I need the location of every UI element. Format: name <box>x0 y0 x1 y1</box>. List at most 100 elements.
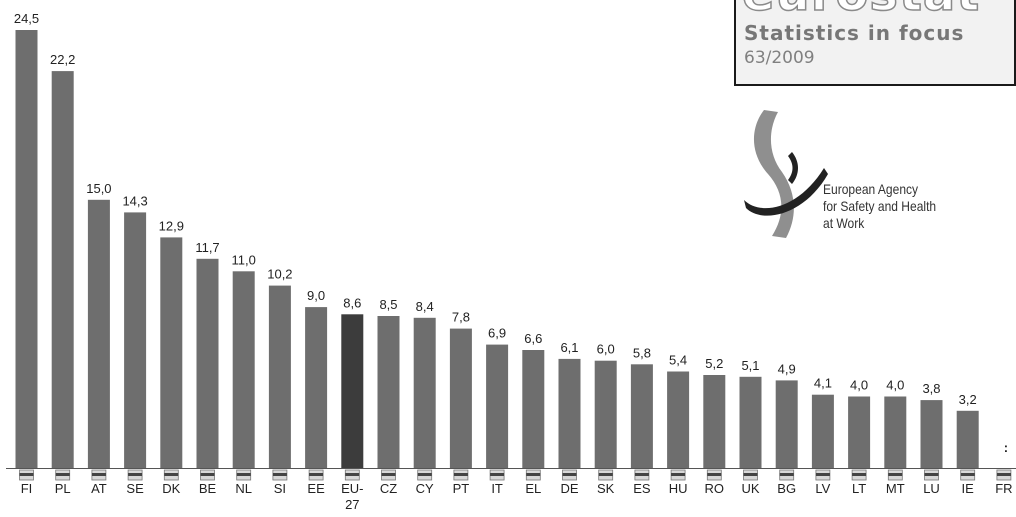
bar-at <box>87 199 110 469</box>
data-label: : <box>1004 440 1008 455</box>
tick-label: PT <box>453 481 470 496</box>
data-label: 24,5 <box>14 11 39 26</box>
flag-stripe <box>598 473 613 476</box>
bar-lt <box>848 396 871 468</box>
tick-label: LT <box>852 481 866 496</box>
tick-label: CY <box>416 481 434 496</box>
issue-number: 63/2009 <box>744 48 815 68</box>
tick-label: HU <box>669 481 688 496</box>
data-label: 22,2 <box>50 52 75 67</box>
data-label: 4,0 <box>850 378 868 393</box>
data-label: 5,8 <box>633 345 651 360</box>
flag-stripe <box>453 473 468 476</box>
bar-si <box>268 285 291 468</box>
tick-label: EE <box>307 481 325 496</box>
data-label: 15,0 <box>86 181 111 196</box>
flag-stripe <box>272 473 287 476</box>
bar-ie <box>956 410 979 468</box>
data-label: 8,4 <box>416 299 434 314</box>
data-label: 4,9 <box>778 361 796 376</box>
bar-se <box>124 212 147 468</box>
data-label: 6,1 <box>560 340 578 355</box>
agency-name-line: for Safety and Health <box>823 198 937 214</box>
data-label: 6,6 <box>524 331 542 346</box>
flag-stripe <box>743 473 758 476</box>
data-label: 10,2 <box>267 267 292 282</box>
bar-el <box>522 350 545 468</box>
bar-mt <box>884 396 907 468</box>
tick-label: SI <box>274 481 286 496</box>
flag-stripe <box>526 473 541 476</box>
tick-label: PL <box>55 481 71 496</box>
data-label: 8,6 <box>343 295 361 310</box>
flag-stripe <box>345 473 360 476</box>
eurostat-brand: eurostat <box>741 0 980 23</box>
flag-stripe <box>236 473 251 476</box>
data-label: 5,2 <box>705 356 723 371</box>
bar-ro <box>703 375 726 468</box>
bar-ee <box>305 307 328 468</box>
bar-cz <box>377 316 400 468</box>
data-label: 9,0 <box>307 288 325 303</box>
bar-sk <box>594 360 617 468</box>
data-label: 3,8 <box>922 381 940 396</box>
flag-stripe <box>815 473 830 476</box>
bar-es <box>630 364 653 468</box>
flag-stripe <box>309 473 324 476</box>
flag-stripe <box>91 473 106 476</box>
bar-it <box>486 344 509 468</box>
tick-label: RO <box>705 481 725 496</box>
data-label: 6,9 <box>488 326 506 341</box>
flag-stripe <box>779 473 794 476</box>
bar-de <box>558 358 581 468</box>
tick-label: SE <box>126 481 144 496</box>
flag-stripe <box>55 473 70 476</box>
bar-dk <box>160 237 183 468</box>
tick-label: CZ <box>380 481 397 496</box>
data-label: 5,1 <box>741 358 759 373</box>
data-label: 5,4 <box>669 353 687 368</box>
flag-stripe <box>634 473 649 476</box>
bar-pt <box>449 328 472 468</box>
bar-uk <box>739 376 762 468</box>
eurostat-header-box: eurostat Statistics in focus 63/2009 <box>734 0 1016 86</box>
flag-stripe <box>960 473 975 476</box>
flag-stripe <box>128 473 143 476</box>
flag-stripe <box>19 473 34 476</box>
data-label: 11,0 <box>232 252 256 267</box>
tick-label: FR <box>995 481 1012 496</box>
bar-fi <box>15 30 38 468</box>
bar-lv <box>811 394 834 468</box>
flag-stripe <box>996 473 1011 476</box>
data-label: 7,8 <box>452 310 470 325</box>
data-label: 8,5 <box>379 297 397 312</box>
bar-eu-27 <box>341 314 364 468</box>
tick-label: BE <box>199 481 217 496</box>
tick-label: NL <box>235 481 252 496</box>
tick-label: ES <box>633 481 651 496</box>
bar-hu <box>667 371 690 468</box>
tick-label: UK <box>741 481 759 496</box>
bar-be <box>196 258 219 468</box>
flag-stripe <box>924 473 939 476</box>
agency-name: European Agency for Safety and Health at… <box>823 181 955 232</box>
tick-label: 27 <box>345 497 359 512</box>
flag-stripe <box>381 473 396 476</box>
tick-label: EU- <box>341 481 363 496</box>
tick-label: IT <box>491 481 503 496</box>
tick-label: SK <box>597 481 615 496</box>
flag-stripe <box>164 473 179 476</box>
flag-stripe <box>852 473 867 476</box>
bar-bg <box>775 380 798 468</box>
flag-stripe <box>562 473 577 476</box>
flag-stripe <box>671 473 686 476</box>
tick-label: MT <box>886 481 905 496</box>
tick-label: DK <box>162 481 180 496</box>
osha-agency-logo-icon <box>744 110 828 238</box>
tick-label: EL <box>525 481 541 496</box>
agency-name-line: European Agency <box>823 181 919 197</box>
data-label: 11,7 <box>195 240 219 255</box>
flag-stripe <box>417 473 432 476</box>
tick-label: DE <box>560 481 578 496</box>
series-title: Statistics in focus <box>744 21 965 45</box>
